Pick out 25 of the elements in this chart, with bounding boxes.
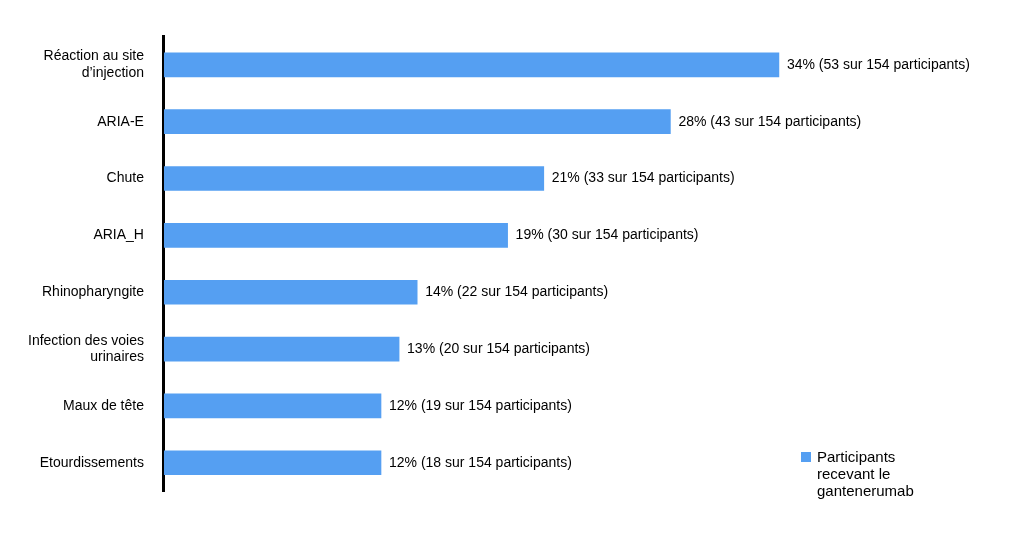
bar bbox=[163, 336, 400, 362]
bar bbox=[163, 450, 382, 476]
bar bbox=[163, 109, 671, 135]
y-tick-label: Maux de tête bbox=[63, 396, 145, 413]
data-label: 14% (22 sur 154 participants) bbox=[425, 283, 609, 300]
legend-label: Participants recevant le gantenerumab bbox=[817, 448, 915, 499]
bar bbox=[163, 393, 382, 419]
bar bbox=[163, 223, 508, 248]
y-tick-label: Rhinopharyngite bbox=[41, 283, 145, 300]
data-label: 34% (53 sur 154 participants) bbox=[786, 55, 970, 72]
bar bbox=[163, 166, 545, 191]
data-label: 12% (19 sur 154 participants) bbox=[389, 396, 572, 413]
y-tick-label: ARIA-E bbox=[97, 112, 144, 129]
data-label: 12% (18 sur 154 participants) bbox=[389, 453, 572, 470]
data-label: 28% (43 sur 154 participants) bbox=[678, 112, 862, 129]
y-tick-label: Réaction au site d’injection bbox=[43, 47, 145, 81]
data-label: 21% (33 sur 154 participants) bbox=[551, 169, 735, 186]
data-label: 19% (30 sur 154 participants) bbox=[515, 226, 699, 243]
bar bbox=[163, 279, 418, 305]
data-label: 13% (20 sur 154 participants) bbox=[407, 339, 590, 356]
bar bbox=[163, 52, 780, 78]
y-tick-label: Chute bbox=[106, 169, 145, 186]
y-tick-label: Infection des voies urinaires bbox=[27, 331, 144, 365]
y-tick-label: ARIA_H bbox=[93, 226, 144, 243]
y-tick-label: Etourdissements bbox=[39, 453, 144, 470]
